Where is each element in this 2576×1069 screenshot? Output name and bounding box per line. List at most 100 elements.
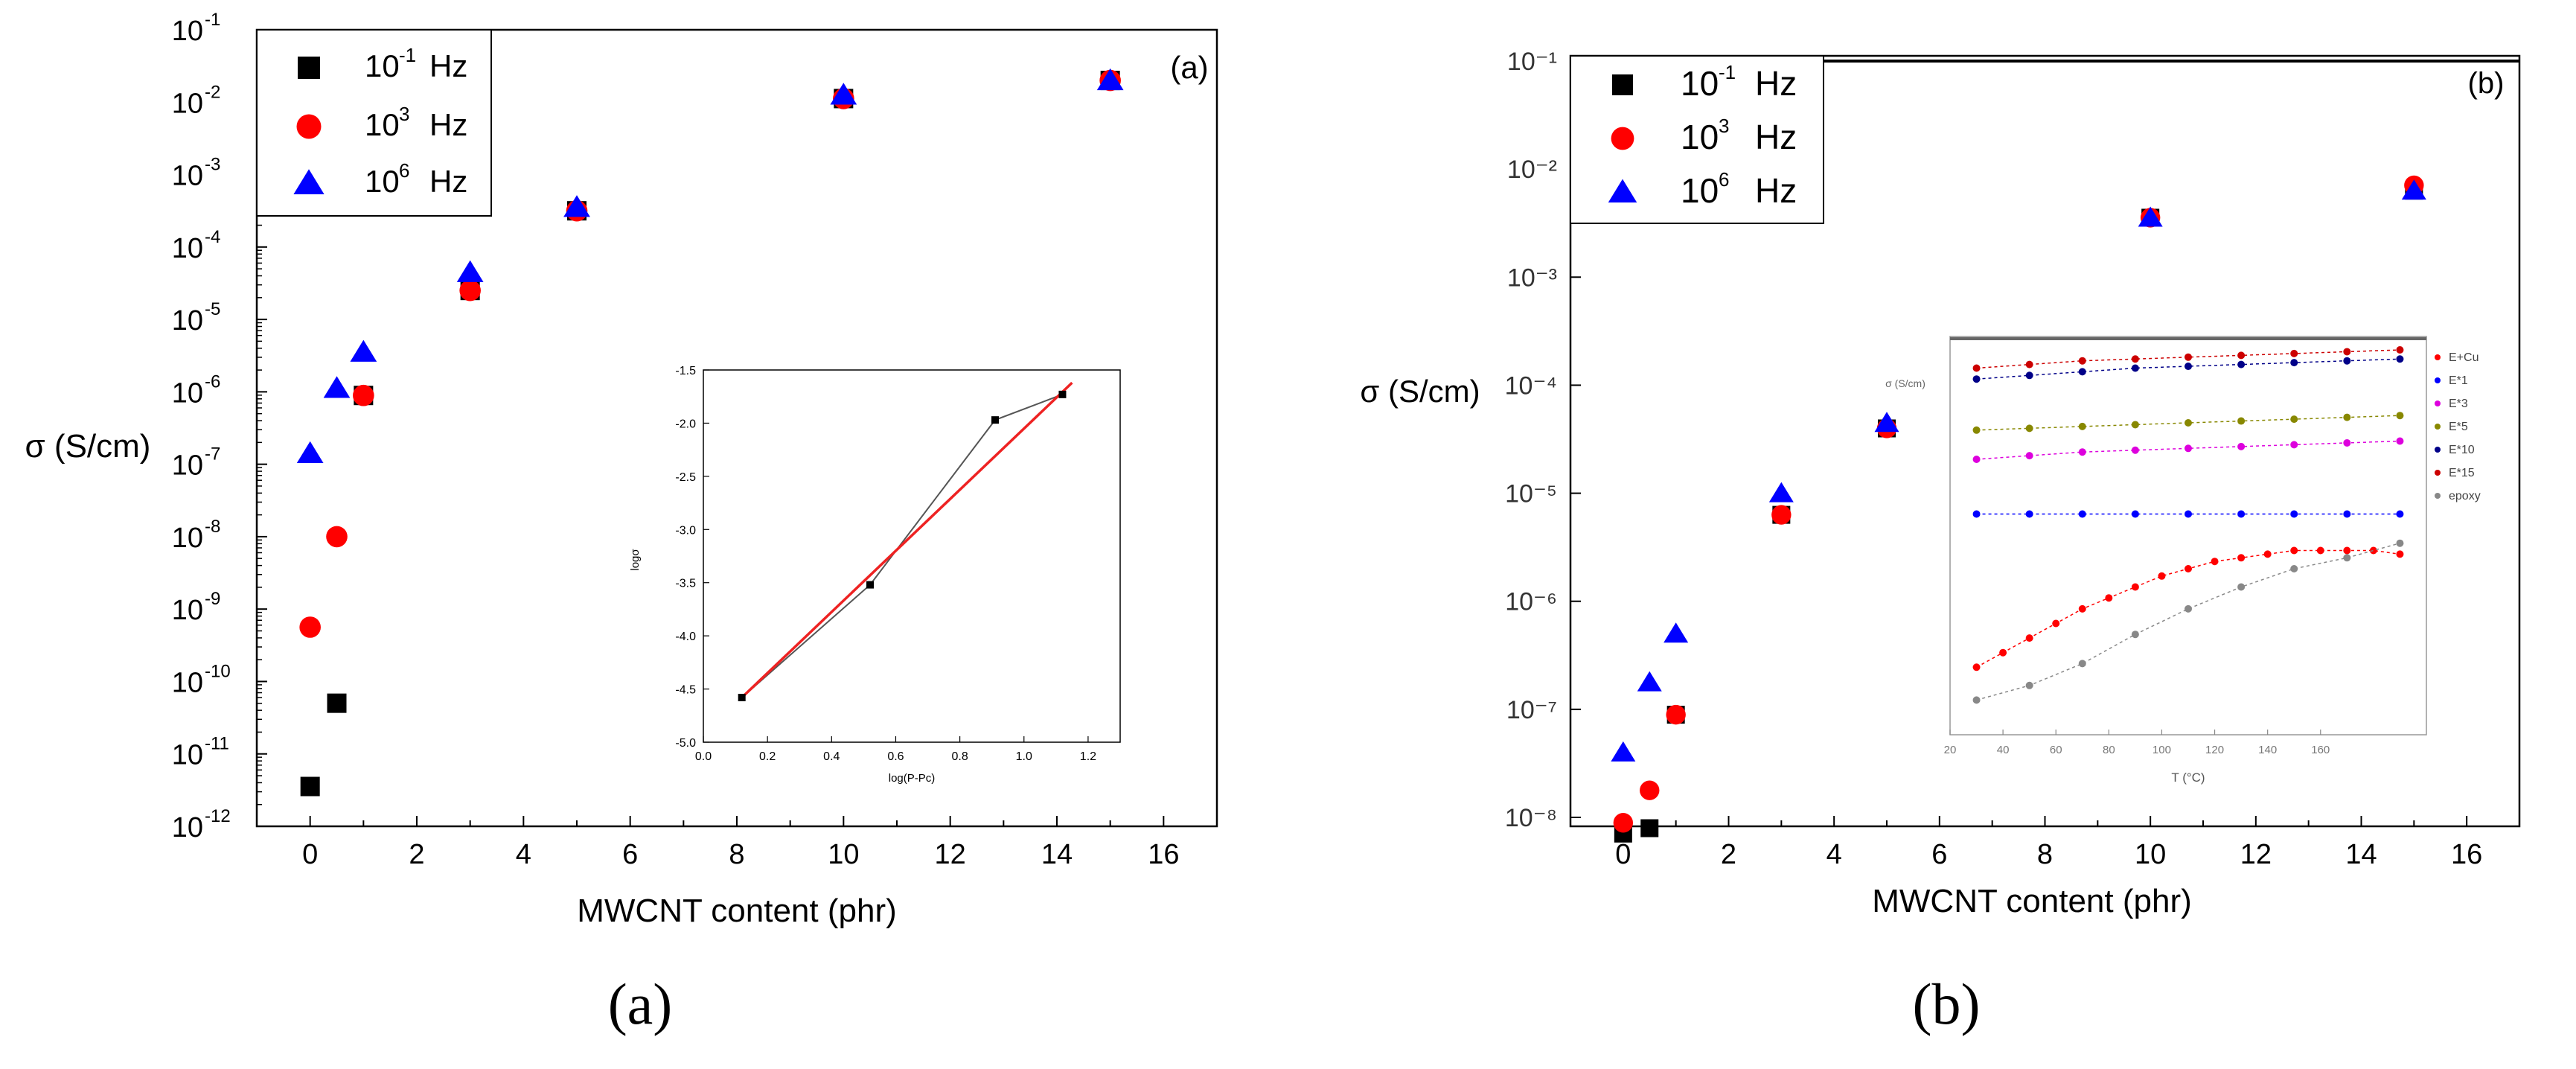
panel-a-y-tick-label: 10 — [172, 16, 203, 47]
panel-a-x-axis-label: MWCNT content (phr) — [577, 893, 897, 929]
panel-a-inset-y-label: logσ — [629, 549, 642, 571]
panel-b-inset-series-point — [2025, 510, 2033, 518]
panel-a-y-tick-exponent: -7 — [205, 444, 220, 465]
panel-b-inset-series-point — [2078, 660, 2086, 668]
caption-b: (b) — [1913, 971, 1981, 1036]
panel-b-y-tick-label: 10⁻⁴ — [1505, 371, 1557, 400]
panel-b-inset-series-point — [2131, 583, 2139, 591]
panel-b-inset-series-point — [2158, 572, 2166, 580]
panel-a-y-tick-exponent: -12 — [205, 806, 231, 826]
panel-a-inset-y-tick-label: -3.5 — [675, 578, 696, 590]
panel-a-y-tick-exponent: -2 — [205, 82, 220, 102]
panel-b-inset-series-point — [2343, 554, 2351, 562]
panel-b-inset-series-point — [2290, 565, 2298, 572]
panel-b-inset-series-point — [2185, 363, 2192, 371]
panel-a-y-tick-label: 10 — [172, 667, 203, 698]
panel-a-inset-points — [738, 390, 1067, 701]
panel-b-x-tick-label: 2 — [1721, 839, 1736, 870]
panel-a-legend-exponent: 3 — [399, 103, 409, 125]
panel-a-y-tick-label: 10 — [172, 161, 203, 192]
panel-b-inset-legend-label: epoxy — [2449, 490, 2481, 502]
panel-b-inset-legend-marker — [2435, 447, 2441, 453]
panel-b-inset-series-point — [2343, 546, 2351, 555]
panel-b-inset-series-point — [2396, 346, 2404, 354]
panel-a-inset: -1.5-2.0-2.5-3.0-3.5-4.0-4.5-5.0 0.0 0.2 0… — [629, 365, 1121, 785]
panel-a-data-point — [563, 195, 590, 217]
panel-b-data-point — [2401, 179, 2426, 200]
panel-b-legend-marker — [1608, 179, 1637, 202]
panel-a-inset-y-tick-label: -1.5 — [675, 365, 696, 377]
panel-b-inset-legend-marker — [2435, 377, 2441, 383]
panel-b-legend-exponent: 3 — [1719, 115, 1729, 137]
panel-b-panel-label: (b) — [2468, 67, 2505, 100]
panel-b-inset-series-point — [2078, 510, 2086, 518]
panel-b-data-point — [1771, 505, 1792, 525]
panel-b-data-point — [1613, 813, 1634, 833]
panel-b-y-axis: 10⁻¹ 10⁻² 10⁻³ 10⁻⁴ 10⁻⁵ 10⁻⁶ 10⁻⁷ 10⁻⁸ — [1505, 48, 1581, 832]
panel-b-inset-series-point — [2343, 510, 2351, 518]
panel-b-inset-series-point — [2290, 415, 2298, 424]
panel-b-inset-legend-marker — [2435, 493, 2441, 499]
panel-b-inset-series-point — [2078, 422, 2086, 430]
panel-b-inset-series-point — [2316, 546, 2324, 555]
panel-b-inset-legend-label: E*5 — [2449, 421, 2468, 433]
panel-b-inset-series-point — [2343, 348, 2351, 356]
panel-b-x-axis-label: MWCNT content (phr) — [1872, 883, 2192, 919]
panel-b-inset-series-point — [2131, 510, 2139, 518]
panel-b-inset-x-tick-label: 160 — [2311, 744, 2330, 756]
panel-a-y-axis-label: σ (S/cm) — [25, 428, 151, 465]
panel-b-inset-series-point — [2185, 510, 2192, 518]
panel-b-legend-label: 10 — [1681, 64, 1719, 103]
panel-a-legend-marker — [293, 169, 325, 194]
panel-a-inset-x-axis: 0.0 0.2 0.4 0.6 0.8 1.0 1.2 — [695, 736, 1096, 763]
panel-b-inset-frame — [1949, 336, 2427, 735]
panel-a-data-point — [299, 616, 321, 638]
panel-a-panel-label: (a) — [1170, 50, 1208, 85]
panel-a-legend-unit: Hz — [429, 164, 467, 199]
panel-b-inset-series-point — [2211, 558, 2219, 566]
panel-a-y-tick-label: 10 — [172, 377, 203, 409]
panel-a-legend-unit: Hz — [429, 48, 467, 83]
panel-a-legend-exponent: -1 — [399, 44, 416, 66]
panel-b-data-point — [1768, 482, 1794, 502]
panel-b-inset-legend: E+Cu E*1 E*3 E*5 E*10 E*15 epoxy — [2435, 351, 2481, 502]
panel-b-inset-series-point — [1972, 375, 1981, 383]
panel-b-inset-series-point — [1972, 663, 1981, 671]
panel-b-inset-series-point — [2078, 357, 2086, 365]
panel-b-inset-series-point — [2237, 554, 2246, 562]
panel-b-inset-y-label: σ (S/cm) — [1885, 377, 1925, 389]
panel-b-inset-series-point — [2237, 510, 2246, 518]
panel-b-inset-series-point — [1972, 456, 1981, 463]
panel-b-legend-exponent: 6 — [1719, 168, 1729, 191]
panel-a-y-tick-label: 10 — [172, 450, 203, 482]
panel-a-data-point — [456, 260, 484, 282]
panel-a-legend-label: 10 — [365, 107, 400, 142]
panel-b-inset-legend-label: E+Cu — [2449, 351, 2478, 364]
panel-b-inset-x-tick-label: 80 — [2103, 744, 2115, 756]
panel-a-y-tick-exponent: -8 — [205, 517, 220, 537]
panel-a-data-point — [353, 384, 374, 406]
panel-b-inset-series-point — [1972, 696, 1981, 704]
panel-a-data-point — [1096, 68, 1124, 91]
panel-b-inset-series-point — [2025, 424, 2033, 433]
panel-a-y-tick-label: 10 — [172, 88, 203, 119]
panel-b-y-axis-label: σ (S/cm) — [1360, 374, 1480, 409]
panel-b-x-tick-label: 10 — [2135, 839, 2166, 870]
panel-b-x-tick-label: 16 — [2451, 839, 2482, 870]
panel-b-inset-series-point — [2396, 539, 2404, 547]
panel-b-inset-series-point — [2237, 351, 2246, 360]
panel-b-inset-series-point — [2078, 448, 2086, 456]
panel-a-inset-x-label: log(P-Pc) — [889, 772, 936, 785]
panel-b-y-tick-label: 10⁻³ — [1507, 264, 1557, 292]
panel-b-chart: 10⁻¹ 10⁻² 10⁻³ 10⁻⁴ 10⁻⁵ 10⁻⁶ 10⁻⁷ 10⁻⁸ 0 2 4 6 8 10… — [1360, 48, 2521, 919]
panel-b-inset-series-point — [2131, 446, 2139, 454]
panel-a-markers — [296, 68, 1124, 797]
panel-a-x-tick-label: 8 — [729, 839, 744, 870]
panel-b-y-tick-label: 10⁻¹ — [1507, 48, 1557, 76]
panel-b-inset-series-point — [1972, 510, 1981, 518]
panel-b-inset-series-point — [2237, 417, 2246, 425]
panel-b-data-point — [1663, 622, 1689, 643]
panel-a-y-tick-exponent: -3 — [205, 155, 220, 175]
panel-a-x-tick-label: 12 — [935, 839, 966, 870]
